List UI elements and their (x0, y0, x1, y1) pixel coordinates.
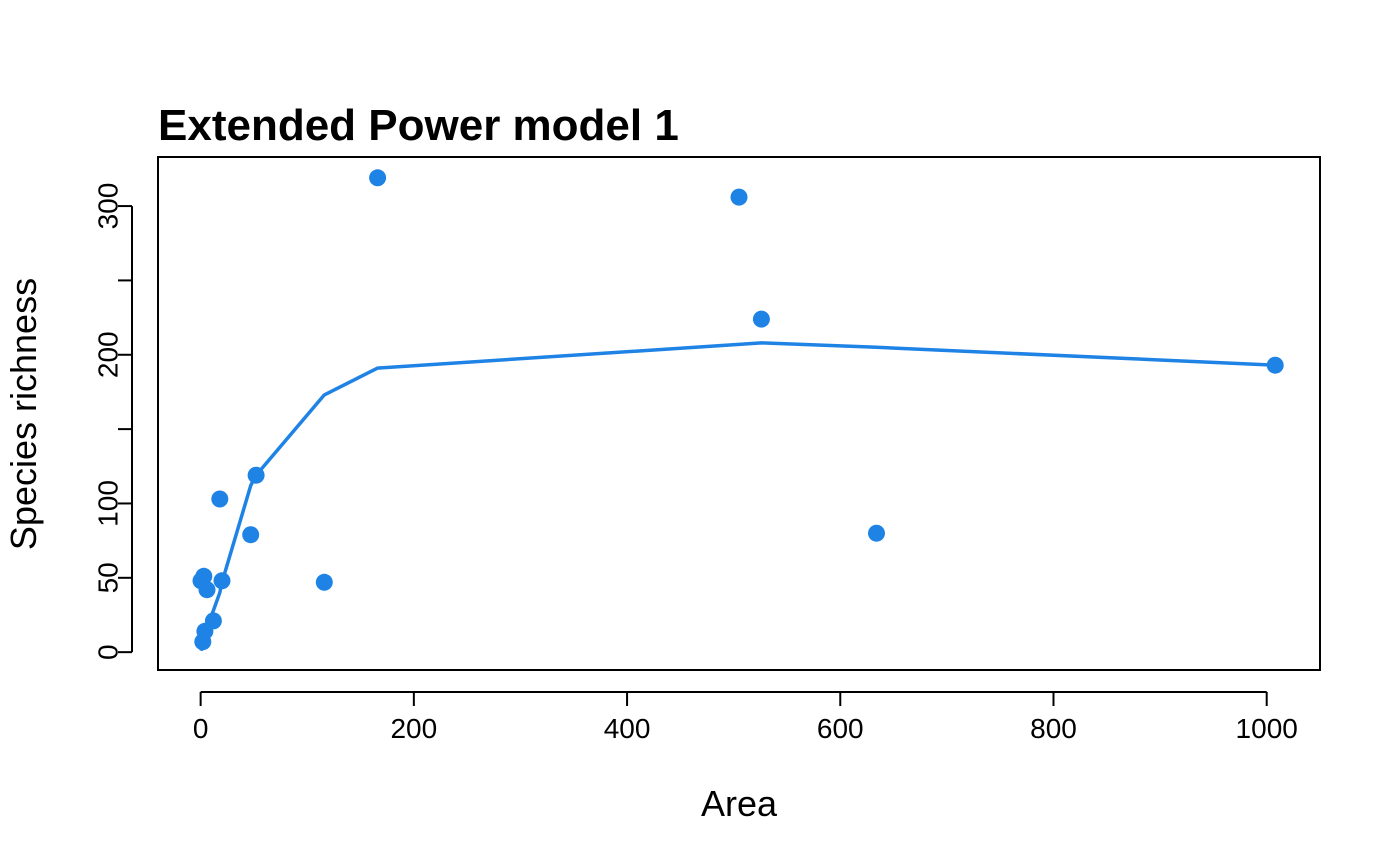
data-point (195, 567, 213, 585)
data-point (730, 188, 748, 206)
x-axis: 0 200 400 600 800 1000 (193, 691, 1298, 744)
x-tick-label: 200 (390, 713, 437, 744)
y-tick-label: 50 (93, 562, 124, 593)
data-point (369, 169, 387, 187)
x-tick-label: 400 (604, 713, 651, 744)
data-point (1266, 356, 1284, 374)
y-ticks: 0 50 100 200 300 (93, 183, 133, 660)
y-tick-label: 100 (93, 480, 124, 527)
x-tick-label: 800 (1030, 713, 1077, 744)
y-axis: 0 50 100 200 300 (93, 183, 133, 660)
x-axis-label: Area (701, 783, 778, 824)
data-point (204, 612, 222, 630)
x-tick-label: 1000 (1236, 713, 1298, 744)
y-tick-label: 0 (93, 644, 124, 660)
data-point (752, 310, 770, 328)
data-point (242, 526, 260, 544)
x-tick-label: 600 (817, 713, 864, 744)
fit-line-layer (199, 341, 1276, 652)
x-tick-label: 0 (193, 713, 209, 744)
data-point (213, 572, 231, 590)
plot-frame (157, 156, 1321, 671)
chart-title: Extended Power model 1 (158, 101, 679, 150)
fit-line (199, 341, 1276, 652)
x-ticks: 0 200 400 600 800 1000 (193, 691, 1298, 744)
data-point (211, 490, 229, 508)
data-point (247, 466, 265, 484)
data-point (868, 524, 885, 542)
data-point (198, 581, 216, 599)
data-point (315, 573, 333, 591)
y-tick-label: 300 (93, 183, 124, 230)
y-tick-label: 200 (93, 331, 124, 378)
points-layer (192, 169, 1284, 651)
y-axis-label: Species richness (3, 278, 44, 550)
